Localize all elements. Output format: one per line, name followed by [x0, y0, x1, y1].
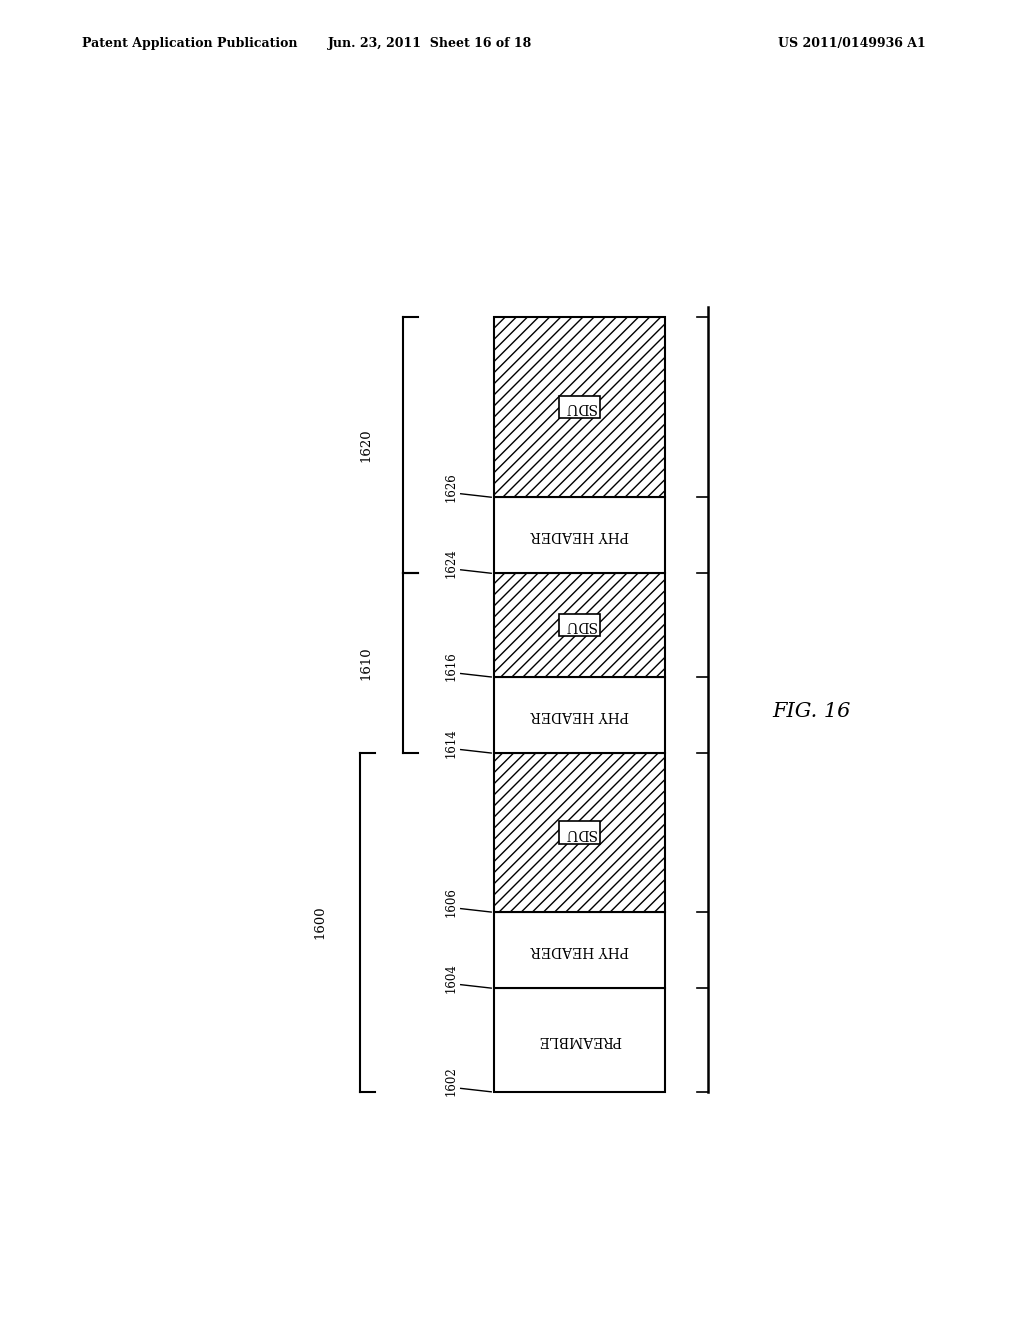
Text: 1616: 1616: [444, 652, 458, 681]
Bar: [495, 989, 666, 1092]
Bar: [495, 317, 666, 498]
Text: SDU: SDU: [563, 825, 596, 840]
Bar: [495, 752, 666, 912]
Bar: [495, 677, 666, 752]
Text: PHY HEADER: PHY HEADER: [530, 708, 629, 722]
Text: PHY HEADER: PHY HEADER: [530, 942, 629, 957]
Text: SDU: SDU: [563, 618, 596, 632]
Bar: [495, 498, 666, 573]
Text: 1606: 1606: [444, 887, 458, 916]
Text: PREAMBLE: PREAMBLE: [538, 1034, 622, 1047]
Text: 1626: 1626: [444, 473, 458, 502]
Text: 1600: 1600: [313, 906, 327, 940]
Text: 1602: 1602: [444, 1067, 458, 1097]
Text: PHY HEADER: PHY HEADER: [530, 528, 629, 543]
Text: US 2011/0149936 A1: US 2011/0149936 A1: [778, 37, 926, 50]
Text: 1620: 1620: [359, 429, 373, 462]
Text: 1624: 1624: [444, 548, 458, 578]
Text: 1604: 1604: [444, 962, 458, 993]
Text: Jun. 23, 2011  Sheet 16 of 18: Jun. 23, 2011 Sheet 16 of 18: [328, 37, 532, 50]
Text: FIG. 16: FIG. 16: [772, 702, 851, 721]
Text: Patent Application Publication: Patent Application Publication: [82, 37, 297, 50]
Text: 1610: 1610: [359, 647, 373, 680]
Bar: [495, 912, 666, 989]
Bar: [495, 573, 666, 677]
Text: SDU: SDU: [563, 400, 596, 414]
Text: 1614: 1614: [444, 727, 458, 758]
